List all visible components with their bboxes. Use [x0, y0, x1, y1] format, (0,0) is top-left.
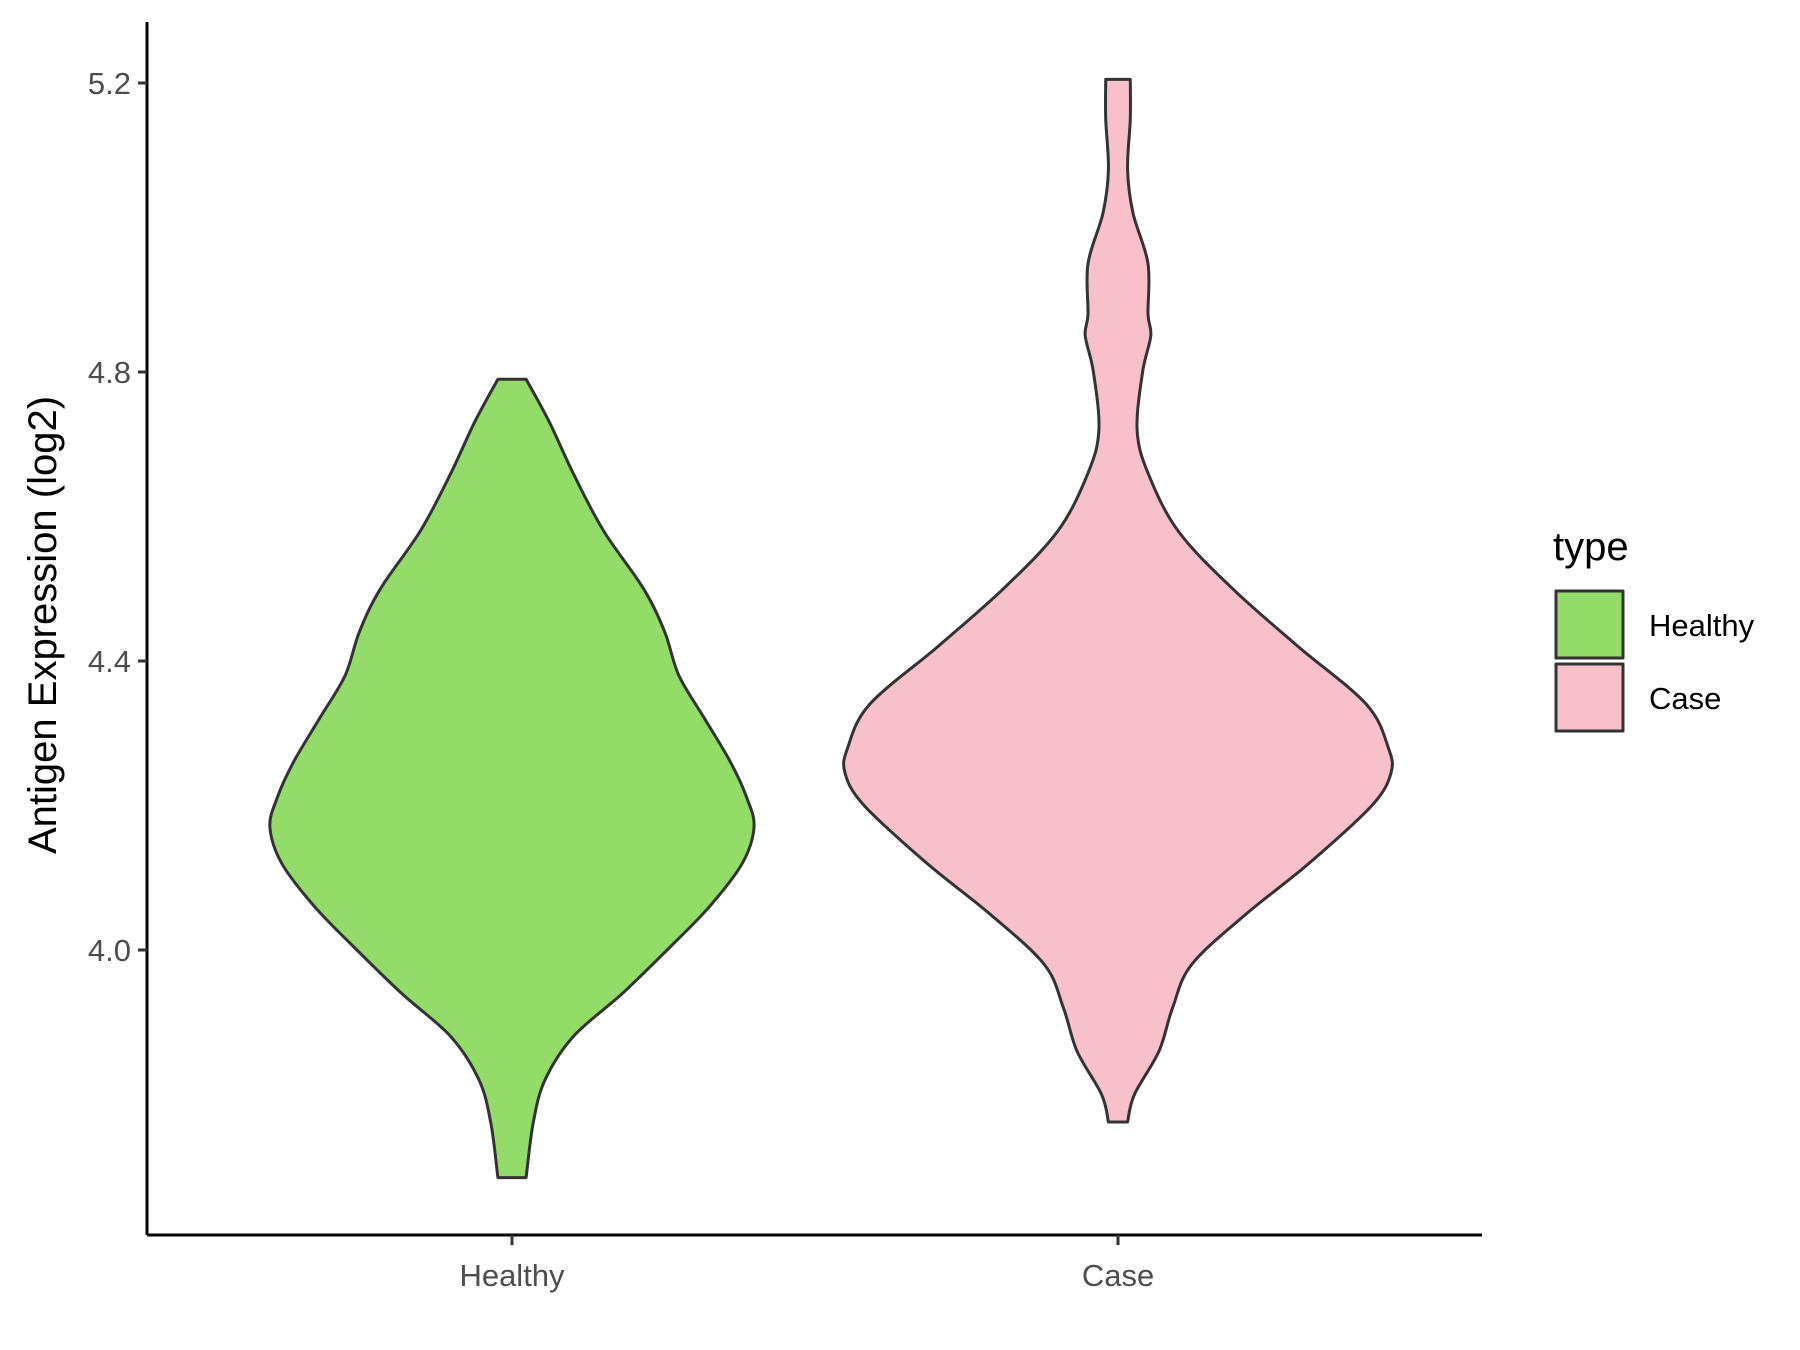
violin-case — [842, 77, 1394, 1124]
legend-label-healthy: Healthy — [1649, 608, 1755, 643]
legend-label-case: Case — [1649, 681, 1721, 716]
y-tick-label: 4.8 — [88, 355, 131, 390]
violin-healthy — [268, 377, 756, 1180]
legend-swatch-case — [1554, 662, 1625, 733]
y-tick-label: 4.4 — [88, 644, 131, 679]
y-tick-label: 4.0 — [88, 933, 131, 968]
legend-title: type — [1553, 525, 1629, 569]
x-tick-label-case: Case — [1082, 1258, 1154, 1293]
violin-layer — [268, 77, 1394, 1180]
legend-swatch-healthy — [1554, 589, 1625, 660]
y-tick-label: 5.2 — [88, 66, 131, 101]
x-tick-label-healthy: Healthy — [459, 1258, 565, 1293]
y-axis-title: Antigen Expression (log2) — [21, 396, 65, 854]
x-axis-ticks: Healthy Case — [459, 1235, 1154, 1293]
legend: type Healthy Case — [1553, 525, 1755, 733]
y-axis-ticks: 4.0 4.4 4.8 5.2 — [88, 66, 147, 968]
